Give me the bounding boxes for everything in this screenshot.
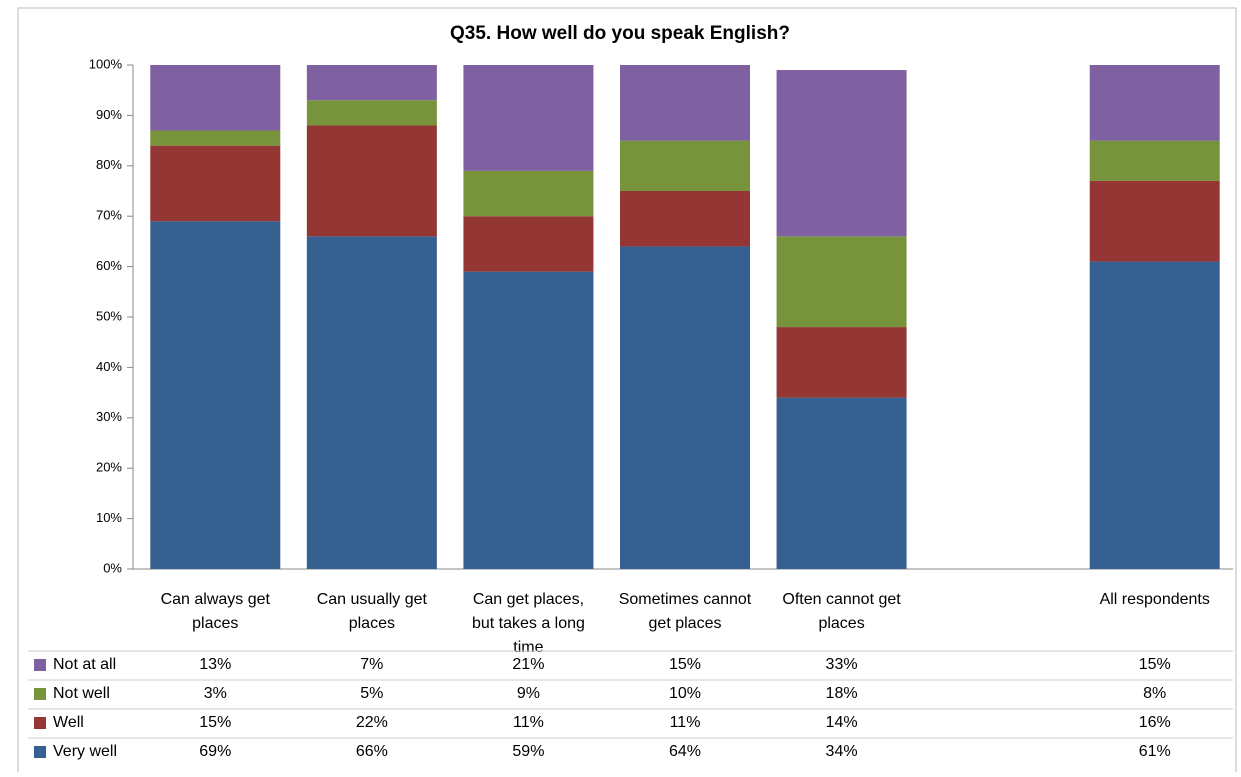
legend-key <box>34 746 46 758</box>
table-cell: 34% <box>826 743 858 760</box>
legend-key <box>34 717 46 729</box>
table-cell: 3% <box>204 685 227 702</box>
table-cell: 16% <box>1139 714 1171 731</box>
table-cell: 7% <box>360 656 383 673</box>
x-tick-label: Can always get places <box>161 591 271 632</box>
x-tick-label: Often cannot get places <box>782 591 901 632</box>
y-tick-label: 80% <box>96 157 122 172</box>
table-cell: 22% <box>356 714 388 731</box>
table-cell: 15% <box>669 656 701 673</box>
y-tick-label: 0% <box>103 560 122 575</box>
x-tick-label: Can get places, but takes a long time <box>472 591 585 656</box>
table-cell: 14% <box>826 714 858 731</box>
y-tick-label: 10% <box>96 510 122 525</box>
table-cell: 61% <box>1139 743 1171 760</box>
table-cell: 10% <box>669 685 701 702</box>
bar-segment <box>306 65 437 101</box>
bar-segment <box>150 145 281 222</box>
bar-segment <box>776 397 907 569</box>
table-cell: 18% <box>826 685 858 702</box>
bar-segment <box>620 65 750 141</box>
bar-segment <box>776 236 907 328</box>
y-tick-label: 50% <box>96 308 122 323</box>
legend-key <box>34 659 46 671</box>
x-tick-label: All respondents <box>1100 591 1210 608</box>
bar-segment <box>306 236 437 570</box>
bar-segment <box>1089 180 1220 262</box>
y-tick-label: 20% <box>96 460 122 475</box>
bar-segment <box>620 191 750 247</box>
table-cell: 64% <box>669 743 701 760</box>
table-cell: 66% <box>356 743 388 760</box>
bar-segment <box>463 65 594 171</box>
bar-segment <box>463 216 594 272</box>
bar-segment <box>463 271 594 569</box>
legend-label: Well <box>53 714 84 731</box>
table-cell: 15% <box>1139 656 1171 673</box>
y-tick-label: 70% <box>96 208 122 223</box>
table-cell: 59% <box>512 743 544 760</box>
chart-title: Q35. How well do you speak English? <box>450 23 790 44</box>
legend-label: Not at all <box>53 656 116 673</box>
bar-segment <box>150 221 281 570</box>
table-cell: 69% <box>199 743 231 760</box>
bar-segment <box>150 130 281 146</box>
bar-segment <box>776 70 907 237</box>
table-cell: 11% <box>513 714 544 731</box>
table-cell: 13% <box>199 656 231 673</box>
bar-segment <box>150 65 281 131</box>
bar-segment <box>776 327 907 398</box>
table-cell: 21% <box>512 656 544 673</box>
y-tick-label: 100% <box>89 56 123 71</box>
legend-key <box>34 688 46 700</box>
bar-segment <box>1089 261 1220 569</box>
table-cell: 5% <box>360 685 383 702</box>
table-cell: 9% <box>517 685 540 702</box>
table-cell: 11% <box>670 714 701 731</box>
legend-label: Very well <box>53 743 117 760</box>
y-tick-label: 40% <box>96 359 122 374</box>
bar-segment <box>463 170 594 217</box>
y-tick-label: 60% <box>96 258 122 273</box>
legend-label: Not well <box>53 685 110 702</box>
x-tick-label: Can usually get places <box>317 591 428 632</box>
bar-segment <box>620 246 750 569</box>
bar-segment <box>306 125 437 237</box>
y-tick-label: 30% <box>96 409 122 424</box>
y-tick-label: 90% <box>96 107 122 122</box>
table-cell: 8% <box>1143 685 1166 702</box>
bar-segment <box>306 100 437 126</box>
bar-segment <box>620 140 750 191</box>
table-cell: 15% <box>199 714 231 731</box>
table-cell: 33% <box>826 656 858 673</box>
bar-segment <box>1089 140 1220 181</box>
x-tick-label: Sometimes cannot get places <box>619 591 752 632</box>
bar-segment <box>1089 65 1220 141</box>
